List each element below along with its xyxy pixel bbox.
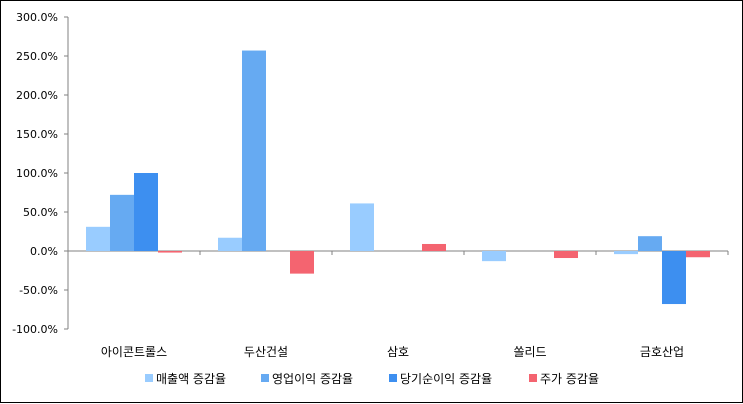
bar xyxy=(614,251,638,255)
y-tick-label: -100.0% xyxy=(12,323,58,336)
legend-label: 주가 증감율 xyxy=(540,372,599,386)
bar xyxy=(638,236,662,251)
bar xyxy=(422,243,446,251)
y-tick-label: 50.0% xyxy=(23,206,58,219)
y-tick-label: 300.0% xyxy=(16,11,58,24)
legend-swatch xyxy=(529,374,537,382)
bar xyxy=(290,251,314,274)
bar xyxy=(350,203,374,251)
bar xyxy=(554,251,578,259)
category-label: 삼호 xyxy=(387,345,409,359)
category-label: 쏠리드 xyxy=(513,345,546,359)
legend-swatch xyxy=(145,374,153,382)
y-tick-label: 200.0% xyxy=(16,89,58,102)
legend-swatch xyxy=(261,374,269,382)
y-tick-label: 100.0% xyxy=(16,167,58,180)
bar xyxy=(86,226,110,251)
y-tick-label: 250.0% xyxy=(16,50,58,63)
bar xyxy=(158,251,182,253)
bar xyxy=(686,251,710,258)
bar xyxy=(242,50,266,251)
bar xyxy=(482,251,506,262)
category-label: 두산건설 xyxy=(244,345,288,359)
legend-label: 당기순이익 증감율 xyxy=(400,372,492,386)
legend-label: 매출액 증감율 xyxy=(156,372,226,386)
bar xyxy=(110,194,134,251)
y-tick-label: 0.0% xyxy=(30,245,58,258)
legend-label: 영업이익 증감율 xyxy=(272,372,353,386)
bar xyxy=(218,237,242,251)
category-label: 금호산업 xyxy=(640,345,684,359)
y-tick-label: -50.0% xyxy=(19,284,58,297)
legend-swatch xyxy=(389,374,397,382)
bar xyxy=(662,251,686,305)
category-label: 아이콘트롤스 xyxy=(101,345,167,359)
bar xyxy=(134,173,158,251)
y-tick-label: 150.0% xyxy=(16,128,58,141)
